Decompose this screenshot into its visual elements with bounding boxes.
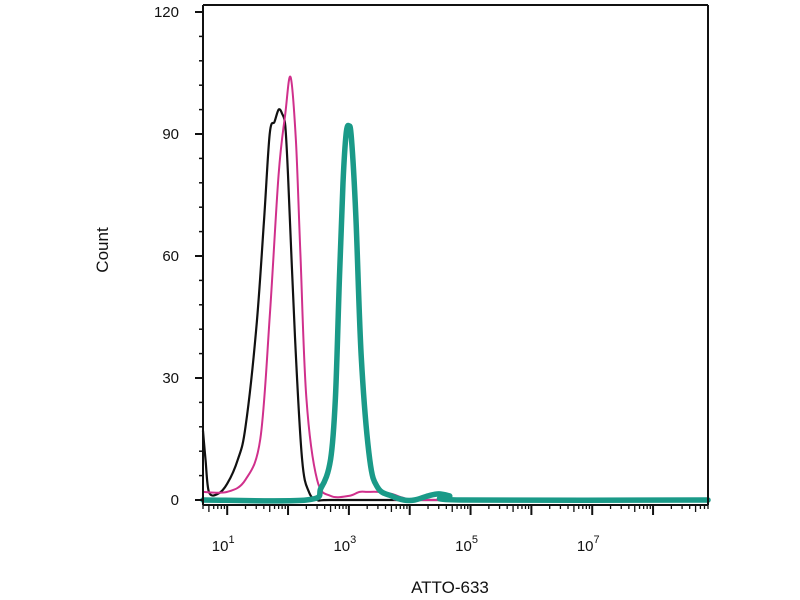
x-tick-label: 103 <box>333 534 356 555</box>
x-tick-label: 101 <box>212 534 235 555</box>
axis-ticks: 0 30 60 90 120 101 103 105 107 <box>154 4 709 555</box>
y-tick-label: 90 <box>162 126 179 143</box>
y-tick-label: 120 <box>154 4 179 21</box>
y-axis-label: Count <box>93 227 112 273</box>
x-tick-label: 107 <box>577 534 600 555</box>
x-tick-label: 105 <box>455 534 478 555</box>
series-line-2 <box>202 75 709 502</box>
y-tick-label: 30 <box>162 370 179 387</box>
y-tick-label: 0 <box>171 492 179 509</box>
series-line-3 <box>200 122 711 504</box>
plot-area <box>200 75 711 504</box>
y-tick-label: 60 <box>162 248 179 265</box>
x-axis-label: ATTO-633 <box>411 578 489 597</box>
